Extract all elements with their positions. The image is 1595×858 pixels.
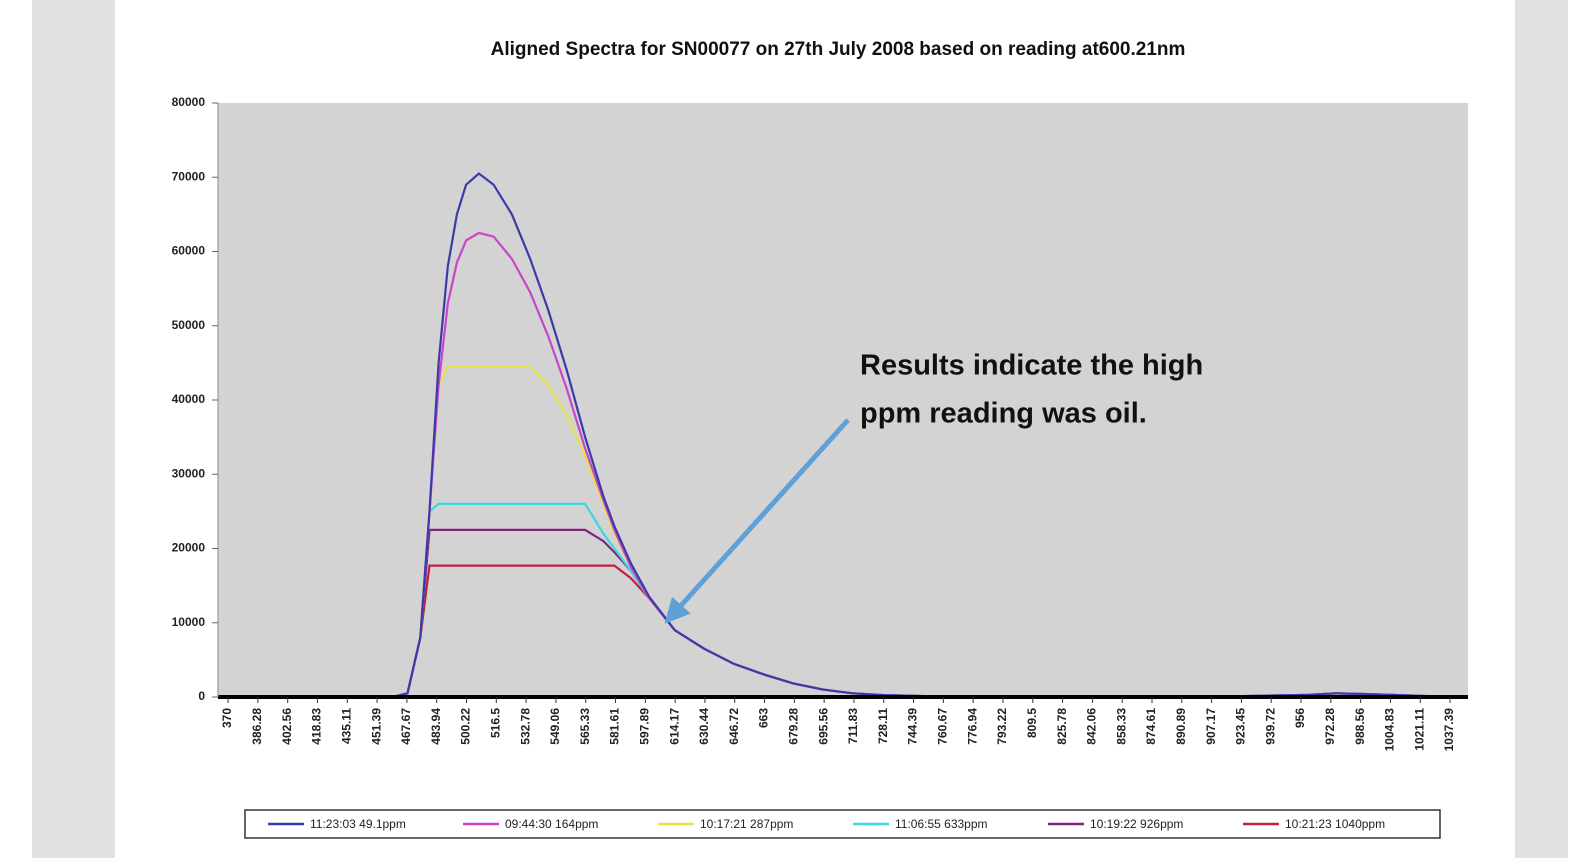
x-tick-label: 435.11 <box>339 708 353 744</box>
x-tick-label: 565.33 <box>578 708 592 745</box>
x-tick-label: 516.5 <box>488 708 502 738</box>
x-tick-label: 386.28 <box>250 708 264 745</box>
x-tick-label: 988.56 <box>1353 708 1367 745</box>
x-tick-label: 663 <box>757 708 771 728</box>
x-tick-label: 402.56 <box>280 708 294 745</box>
x-tick-label: 532.78 <box>518 708 532 745</box>
x-tick-label: 972.28 <box>1323 708 1337 745</box>
x-tick-label: 923.45 <box>1234 708 1248 745</box>
side-panel <box>1515 0 1568 858</box>
x-tick-label: 630.44 <box>697 708 711 745</box>
x-tick-label: 1037.39 <box>1442 708 1456 752</box>
x-tick-label: 858.33 <box>1114 708 1128 745</box>
y-tick-label: 40000 <box>172 392 206 406</box>
x-tick-label: 1021.11 <box>1412 708 1426 751</box>
y-tick-label: 30000 <box>172 466 206 480</box>
x-tick-label: 907.17 <box>1204 708 1218 745</box>
chart-title: Aligned Spectra for SN00077 on 27th July… <box>491 39 1186 60</box>
y-tick-label: 20000 <box>172 541 206 555</box>
legend <box>244 809 1441 839</box>
side-panel <box>32 0 115 858</box>
y-tick-label: 0 <box>198 689 205 703</box>
x-tick-label: 956 <box>1293 708 1307 728</box>
x-tick-label: 744.39 <box>906 708 920 745</box>
x-tick-label: 679.28 <box>787 708 801 745</box>
x-tick-label: 549.06 <box>548 708 562 745</box>
legend-label: 09:44:30 164ppm <box>505 817 598 831</box>
y-tick-label: 10000 <box>172 615 206 629</box>
legend-label: 10:21:23 1040ppm <box>1285 817 1385 831</box>
x-tick-label: 646.72 <box>727 708 741 745</box>
x-tick-label: 760.67 <box>936 708 950 745</box>
x-tick-label: 1004.83 <box>1383 708 1397 752</box>
x-tick-label: 500.22 <box>459 708 473 745</box>
x-tick-label: 467.67 <box>399 708 413 745</box>
legend-label: 10:17:21 287ppm <box>700 817 793 831</box>
x-tick-label: 418.83 <box>310 708 324 745</box>
annotation: Results indicate the high <box>860 350 1203 382</box>
x-tick-label: 597.89 <box>638 708 652 745</box>
x-tick-label: 776.94 <box>965 708 979 745</box>
x-tick-label: 483.94 <box>429 708 443 745</box>
x-tick-label: 825.78 <box>1055 708 1069 745</box>
x-tick-label: 581.61 <box>608 708 622 745</box>
x-tick-label: 711.83 <box>846 708 860 744</box>
x-tick-label: 728.11 <box>876 708 890 744</box>
x-tick-label: 890.89 <box>1174 708 1188 745</box>
x-tick-label: 809.5 <box>1025 708 1039 738</box>
legend-label: 11:06:55 633ppm <box>895 817 988 831</box>
y-tick-label: 80000 <box>172 95 206 109</box>
plot-area <box>218 103 1468 697</box>
x-tick-label: 695.56 <box>816 708 830 745</box>
y-tick-label: 70000 <box>172 169 206 183</box>
x-tick-label: 451.39 <box>369 708 383 745</box>
x-tick-label: 842.06 <box>1085 708 1099 745</box>
x-tick-label: 793.22 <box>995 708 1009 745</box>
legend-label: 10:19:22 926ppm <box>1090 817 1183 831</box>
y-tick-label: 60000 <box>172 244 206 258</box>
annotation: ppm reading was oil. <box>860 398 1147 430</box>
legend-label: 11:23:03 49.1ppm <box>310 817 406 831</box>
x-tick-label: 874.61 <box>1144 708 1158 745</box>
annotation-arrow <box>664 418 850 624</box>
x-tick-label: 939.72 <box>1263 708 1277 745</box>
x-tick-label: 614.17 <box>667 708 681 745</box>
y-tick-label: 50000 <box>172 318 206 332</box>
x-tick-label: 370 <box>220 708 234 728</box>
